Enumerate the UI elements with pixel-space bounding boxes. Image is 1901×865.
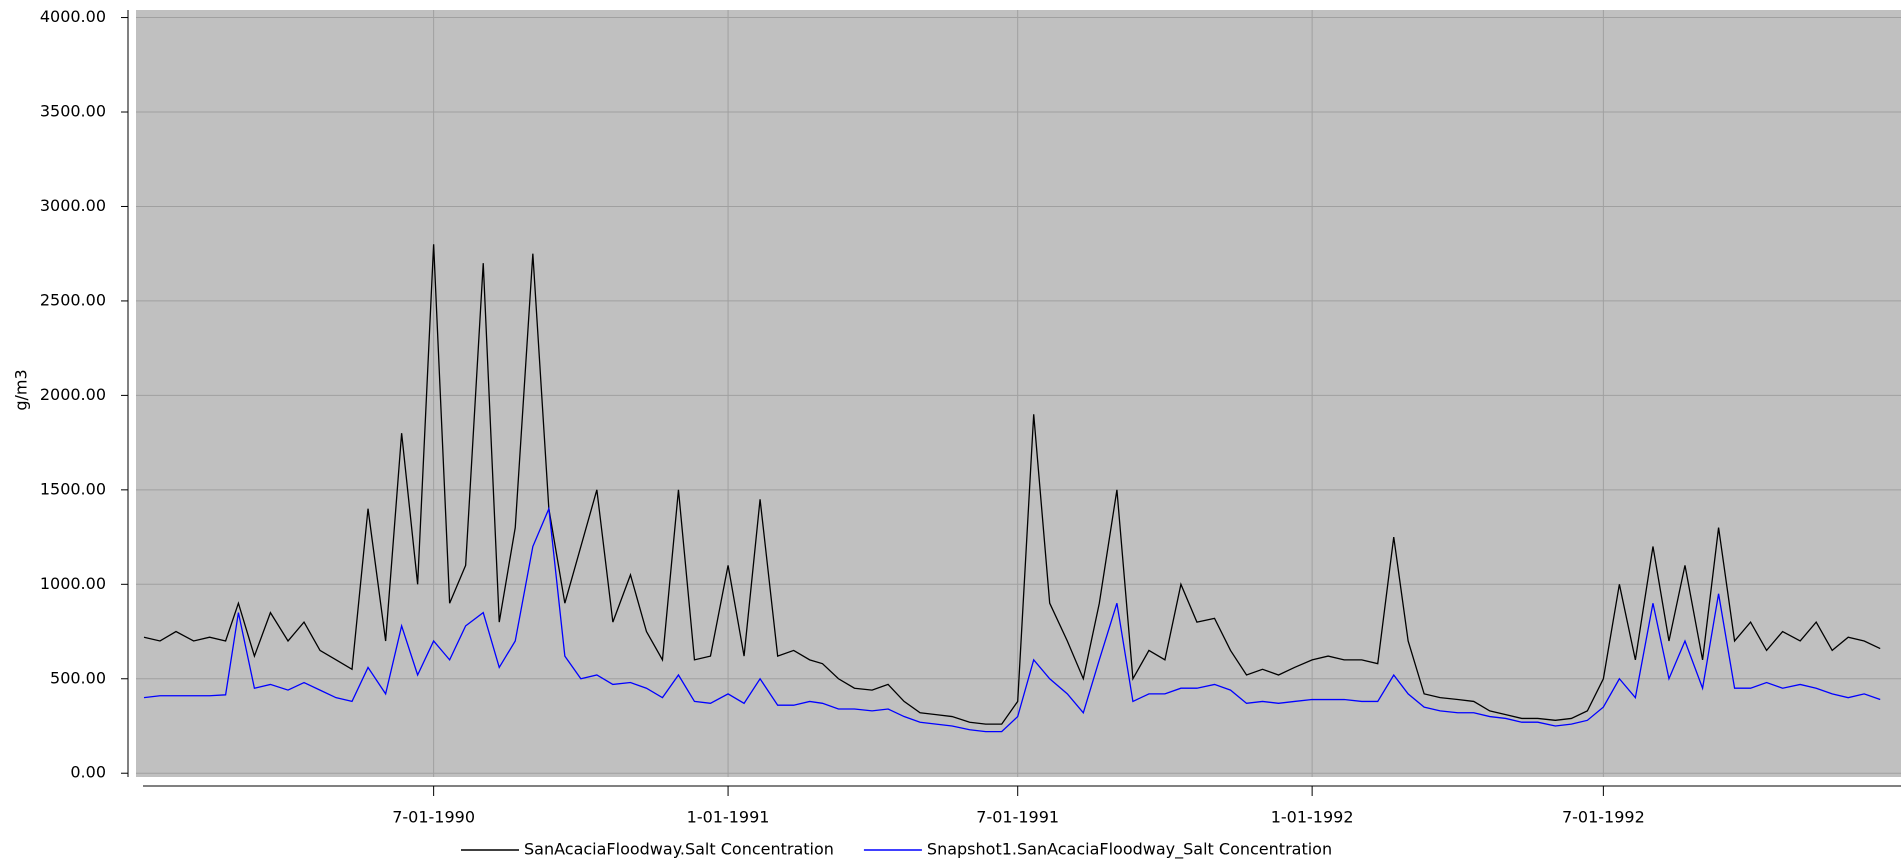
y-tick-label: 2500.00 [40,290,106,309]
legend-label: SanAcaciaFloodway.Salt Concentration [524,840,834,859]
y-tick-label: 500.00 [50,668,106,687]
plot-area [136,10,1901,777]
legend-label: Snapshot1.SanAcaciaFloodway_Salt Concent… [927,840,1332,860]
y-tick-label: 4000.00 [40,7,106,26]
x-tick-label: 7-01-1990 [392,808,475,827]
y-tick-label: 1500.00 [40,479,106,498]
y-tick-label: 3000.00 [40,196,106,215]
x-tick-label: 1-01-1992 [1271,808,1354,827]
y-tick-label: 0.00 [70,763,106,782]
y-tick-label: 2000.00 [40,385,106,404]
x-tick-label: 1-01-1991 [687,808,770,827]
y-axis-label: g/m3 [12,369,31,410]
x-tick-label: 7-01-1991 [976,808,1059,827]
y-tick-label: 1000.00 [40,574,106,593]
series-line [143,506,1881,733]
x-tick-label: 7-01-1992 [1562,808,1645,827]
y-tick-label: 3500.00 [40,102,106,121]
series-line [143,244,1881,725]
